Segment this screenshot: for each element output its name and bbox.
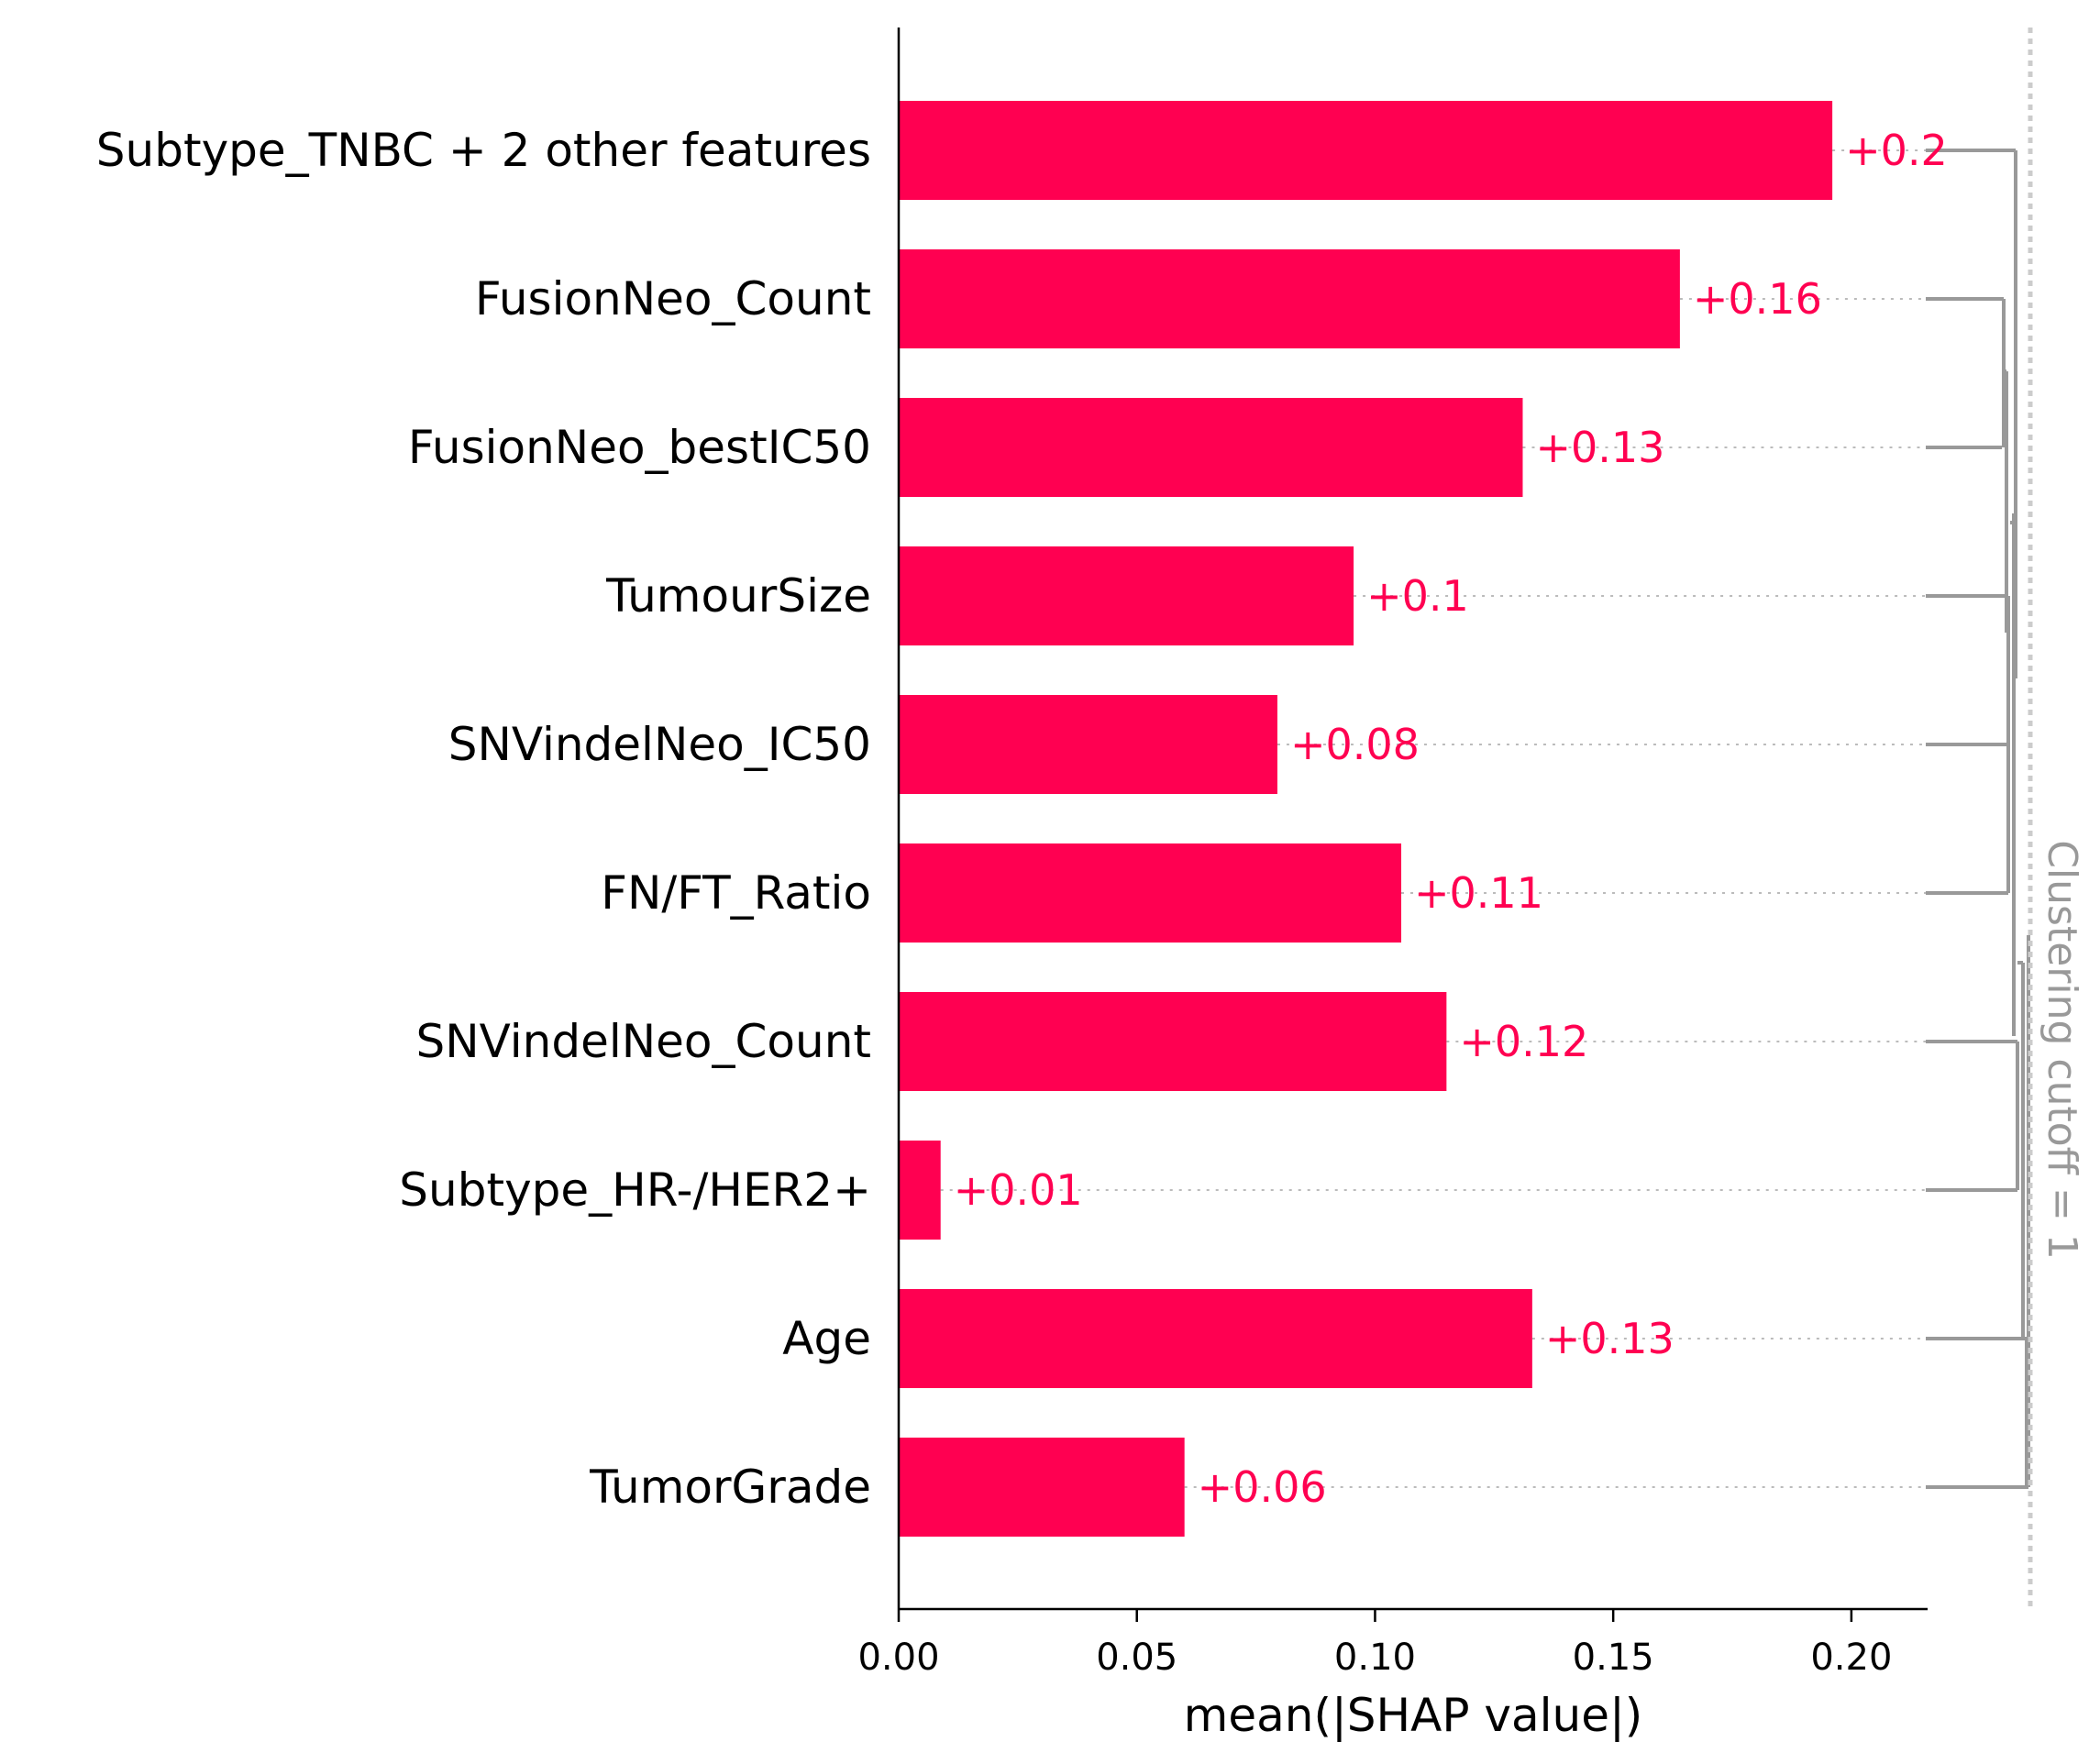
x-tick-label: 0.20	[1810, 1637, 1892, 1679]
feature-label: TumourSize	[605, 569, 871, 623]
feature-label: FusionNeo_Count	[475, 272, 871, 325]
clustering-cutoff-label: Clustering cutoff = 1	[2039, 840, 2085, 1260]
value-label: +0.13	[1545, 1314, 1674, 1363]
value-label: +0.1	[1366, 571, 1469, 621]
value-label: +0.01	[954, 1165, 1083, 1215]
x-axis: 0.00 0.05 0.10 0.15 0.20	[857, 28, 1928, 1679]
bar	[899, 992, 1447, 1091]
value-label: +0.08	[1290, 720, 1420, 769]
value-label: +0.16	[1693, 274, 1822, 324]
bar	[899, 1438, 1185, 1537]
x-tick-label: 0.15	[1573, 1637, 1654, 1679]
value-labels: +0.2 +0.16 +0.13 +0.1 +0.08 +0.11 +0.12 +0.01 +0…	[954, 126, 1948, 1512]
bar	[899, 249, 1680, 348]
bar	[899, 398, 1523, 497]
feature-labels: Subtype_TNBC + 2 other features FusionNeo…	[96, 124, 871, 1514]
x-tick-label: 0.10	[1334, 1637, 1416, 1679]
value-label: +0.2	[1845, 126, 1948, 175]
feature-label: Subtype_TNBC + 2 other features	[96, 124, 871, 177]
value-label: +0.13	[1535, 423, 1664, 472]
bar	[899, 1289, 1532, 1388]
bar	[899, 546, 1354, 645]
feature-label: FN/FT_Ratio	[601, 866, 871, 920]
x-axis-title: mean(|SHAP value|)	[1184, 1689, 1643, 1742]
dendrogram	[1926, 28, 2033, 1609]
feature-label: Age	[782, 1312, 871, 1365]
bar-guides	[940, 149, 1926, 1488]
value-label: +0.11	[1414, 868, 1543, 918]
feature-label: TumorGrade	[589, 1461, 871, 1514]
value-label: +0.12	[1459, 1017, 1588, 1066]
feature-label: Subtype_HR-/HER2+	[399, 1163, 871, 1217]
bar	[899, 1141, 941, 1240]
feature-label: FusionNeo_bestIC50	[408, 421, 871, 474]
x-tick-label: 0.00	[857, 1637, 939, 1679]
bar	[899, 101, 1833, 200]
bar	[899, 695, 1277, 794]
feature-label: SNVindelNeo_IC50	[448, 718, 871, 771]
bar	[899, 843, 1402, 943]
feature-label: SNVindelNeo_Count	[416, 1015, 871, 1068]
x-tick-label: 0.05	[1096, 1637, 1177, 1679]
bars	[899, 101, 1833, 1537]
value-label: +0.06	[1198, 1462, 1327, 1512]
